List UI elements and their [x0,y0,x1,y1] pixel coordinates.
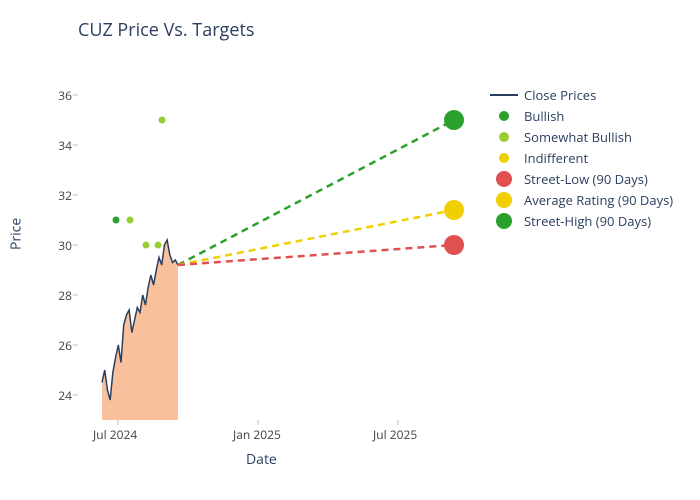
legend-big-dot-icon [496,171,512,187]
legend-label: Bullish [524,107,564,125]
street-high-target-dot [444,110,464,130]
x-tick-label: Jan 2025 [233,426,281,443]
legend-big-dot-icon [496,192,512,208]
y-tick-label: 30 [54,237,72,254]
y-tick-label: 28 [54,287,72,304]
price-area [102,240,178,420]
legend-item: Average Rating (90 Days) [490,189,673,210]
legend-item: Bullish [490,105,673,126]
legend-item: Street-Low (90 Days) [490,168,673,189]
legend-label: Street-Low (90 Days) [524,170,648,188]
price-targets-chart: CUZ Price Vs. Targets Price Date Close P… [0,0,700,500]
legend-item: Street-High (90 Days) [490,210,673,231]
legend-label: Close Prices [524,86,596,104]
legend-label: Average Rating (90 Days) [524,191,673,209]
street-high-line [178,120,454,265]
y-tick-label: 32 [54,187,72,204]
analyst-dot [143,242,150,249]
analyst-dot [113,217,120,224]
analyst-dot [159,117,166,124]
street-low-target-dot [444,235,464,255]
analyst-dot [127,217,134,224]
legend-label: Street-High (90 Days) [524,212,651,230]
plot-area [78,70,478,420]
y-tick-label: 36 [54,87,72,104]
y-axis-title: Price [7,218,26,250]
y-tick-label: 34 [54,137,72,154]
x-tick-label: Jul 2025 [373,426,417,443]
y-tick-label: 26 [54,337,72,354]
avg-rating-target-dot [444,200,464,220]
x-tick-label: Jul 2024 [93,426,137,443]
y-tick-label: 24 [54,387,72,404]
x-axis-title: Date [246,450,277,469]
chart-title: CUZ Price Vs. Targets [78,18,254,42]
legend-line-icon [490,94,518,96]
legend-dot-icon [499,132,509,142]
analyst-dot [155,242,162,249]
street-low-line [178,245,454,265]
legend-label: Somewhat Bullish [524,128,632,146]
legend-dot-icon [499,111,509,121]
legend-big-dot-icon [496,213,512,229]
legend-item: Indifferent [490,147,673,168]
legend: Close Prices Bullish Somewhat Bullish Indif… [490,84,673,231]
legend-dot-icon [499,153,509,163]
legend-item: Somewhat Bullish [490,126,673,147]
avg-rating-line [178,210,454,265]
legend-label: Indifferent [524,149,588,167]
legend-item: Close Prices [490,84,673,105]
